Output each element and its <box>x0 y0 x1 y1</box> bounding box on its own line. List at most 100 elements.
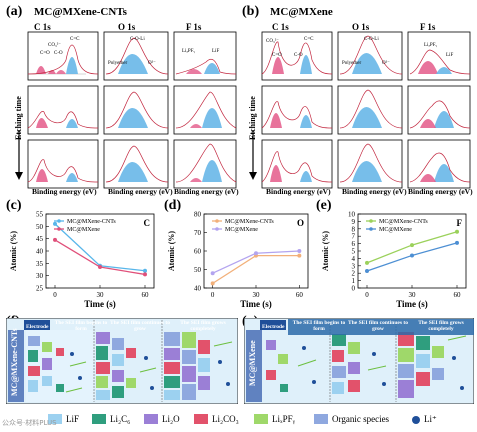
x-tick-label: 30 <box>253 291 261 299</box>
panel-c-letter: (c) <box>6 198 22 213</box>
panel-a-c1s-row1 <box>27 31 99 81</box>
panel-g-electrode: Electrode <box>262 324 285 330</box>
panel-b-xlabel-c1s: Binding energy (eV) <box>266 187 331 196</box>
legend-marker <box>369 227 373 231</box>
panel-b-f1s-label: F 1s <box>420 22 436 32</box>
legend-dot-li-ion <box>412 415 420 424</box>
x-axis-label: Time (s) <box>396 299 428 309</box>
panel-a-peak-polyether: Polyether <box>108 61 127 66</box>
legend-label: MC@MXene-CNTs <box>225 219 274 225</box>
data-point <box>365 268 369 273</box>
x-tick-label: 60 <box>142 291 150 299</box>
legend-item-li-ion: Li⁺ <box>412 414 437 425</box>
panel-b-f1s-row2 <box>407 85 471 135</box>
y-tick-label: 0 <box>352 285 356 293</box>
panel-g-header-band <box>288 319 474 335</box>
panel-b-xlabel-f1s: Binding energy (eV) <box>408 187 473 196</box>
legend-label: MC@MXene <box>67 227 100 233</box>
panel-f-electrode-bar <box>8 330 24 402</box>
panel-b-o1s-row3 <box>337 139 403 189</box>
y-tick-label: 10 <box>348 211 356 219</box>
legend-item-li2o: Li₂O <box>144 414 180 424</box>
panel-a-c1s-label: C 1s <box>34 22 51 32</box>
legend-marker <box>369 219 373 223</box>
legend-label-li2c6: Li₂C₆ <box>110 414 131 424</box>
panel-g-electrode-bar <box>246 330 262 402</box>
panel-f-electrode-tag <box>24 320 50 330</box>
data-point <box>297 253 302 258</box>
legend-item-li2co3: Li₂CO₃ <box>194 414 239 424</box>
panel-b-o1s-row2 <box>337 85 403 135</box>
legend-label: MC@MXene-CNTs <box>379 219 428 225</box>
legend-label: MC@MXene-CNTs <box>67 219 116 225</box>
data-point <box>143 272 147 277</box>
y-axis-label: Atomic (%) <box>321 231 330 272</box>
y-tick-label: 50 <box>36 223 44 231</box>
legend-swatch-lif <box>48 414 62 424</box>
panel-b-xlabel-o1s: Binding energy (eV) <box>342 187 407 196</box>
panel-a-f1s-row3 <box>173 139 237 189</box>
x-axis-label: Time (s) <box>84 299 116 309</box>
panel-b-peak-co3: CO₃²⁻ <box>266 38 279 44</box>
data-point <box>254 251 258 256</box>
panel-b-peak-lif: LiF <box>446 53 453 58</box>
x-tick-label: 0 <box>211 291 215 299</box>
panel-b-f1s-row1 <box>407 31 471 81</box>
panel-b-c1s-label: C 1s <box>272 22 289 32</box>
legend-label: MC@MXene <box>379 227 412 233</box>
panel-a-xlabel-f1s: Binding energy (eV) <box>174 187 239 196</box>
panel-a-o1s-row1 <box>103 31 169 81</box>
legend-item-li2c6: Li₂C₆ <box>92 414 130 424</box>
y-tick-label: 4 <box>352 255 356 263</box>
data-point <box>410 253 414 258</box>
data-point <box>53 221 57 226</box>
panel-a-o1s-label: O 1s <box>118 22 136 32</box>
panel-a-etching-arrow <box>15 130 23 180</box>
y-tick-label: 9 <box>352 218 356 226</box>
y-tick-label: 45 <box>36 235 44 243</box>
panel-b-etching-arrow <box>249 130 257 180</box>
panel-f-stage-1-label: The SEI film begins to form <box>54 320 108 332</box>
panel-g-stage-1 <box>266 340 317 392</box>
panel-f-stage-2-label: The SEI film continues to grow <box>110 320 170 332</box>
panel-b-peak-c-o: C-O <box>294 53 303 58</box>
x-tick-label: 60 <box>296 291 304 299</box>
x-tick-label: 30 <box>409 291 417 299</box>
y-tick-label: 1 <box>352 277 356 285</box>
x-tick-label: 30 <box>97 291 105 299</box>
legend-marker <box>215 219 219 223</box>
species-legend: LiF Li₂C₆ Li₂O Li₂CO₃ LiₓPFᵧ Organic spe… <box>0 408 477 430</box>
panel-a-letter: (a) <box>6 4 23 19</box>
panel-f-electrode: Electrode <box>26 324 49 330</box>
legend-label-li2o: Li₂O <box>162 414 180 424</box>
watermark: 公众号·材料PLUS <box>2 419 57 427</box>
y-tick-label: 5 <box>352 248 356 256</box>
panel-a-o1s-row2 <box>103 85 169 135</box>
panel-a-peak-lipf: LiₓPFᵧ <box>182 49 195 54</box>
legend-item-lif: LiF <box>48 414 79 424</box>
legend-swatch-li2c6 <box>92 414 106 424</box>
legend-marker <box>57 219 61 223</box>
legend-swatch-li2o <box>144 414 158 424</box>
panel-b-peak-coli: C-O-Li <box>364 37 379 42</box>
element-tag: F <box>457 218 463 228</box>
series-line <box>212 254 300 284</box>
panel-g-stage-3-label: The SEI film grows completely <box>418 320 464 332</box>
panel-b-o1s-row1 <box>337 31 403 81</box>
chart-c: 25 30 35 40 45 50 55 0 30 60 Time (s) Atomic (%) C MC… <box>9 211 155 309</box>
y-tick-label: 35 <box>36 260 44 268</box>
panel-a-c1s-row3 <box>27 139 99 189</box>
element-tag: C <box>144 218 151 228</box>
y-tick-label: 7 <box>352 233 356 241</box>
panel-b-peak-co: C=O <box>272 53 282 58</box>
panel-e-letter: (e) <box>316 198 332 213</box>
legend-marker <box>57 227 61 231</box>
y-tick-label: 30 <box>36 272 44 280</box>
y-axis-label: Atomic (%) <box>167 231 176 272</box>
panel-b-peak-lipf: LiₓPFᵧ <box>424 43 437 48</box>
panel-a-c1s-row2 <box>27 85 99 135</box>
panel-a-peak-co3: CO₃²⁻ <box>48 42 61 48</box>
chart-d: 40 50 60 70 80 0 30 60 Time (s) Atomic (%) O MC@MXe… <box>167 211 309 309</box>
data-point <box>98 265 102 270</box>
panel-d-letter: (d) <box>164 198 182 213</box>
